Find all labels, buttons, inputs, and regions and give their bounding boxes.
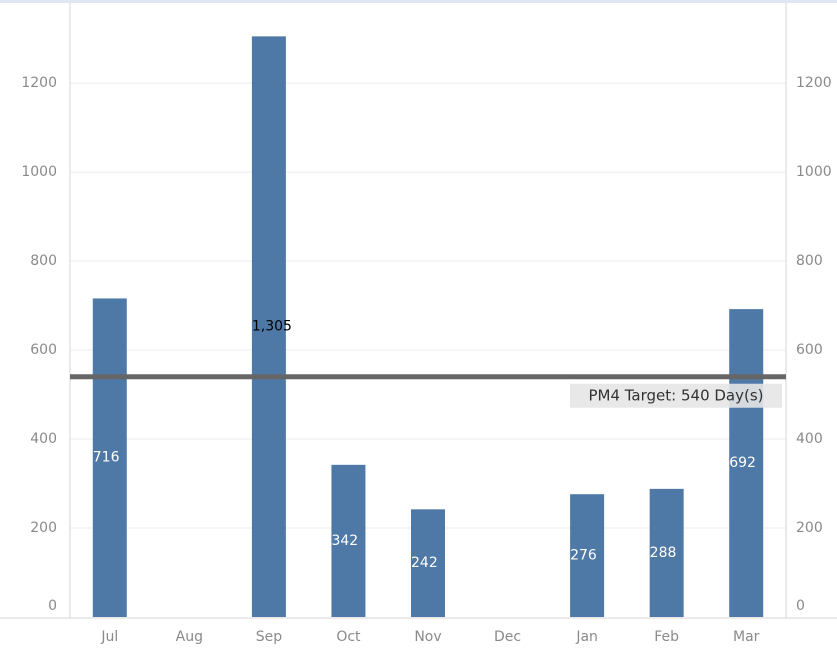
x-tick-label: Mar [733,629,760,645]
bar [92,298,127,617]
value-label: 242 [411,555,438,571]
value-label: 692 [729,455,756,471]
bar [729,309,764,617]
value-label: 716 [93,450,120,466]
x-tick-label: Oct [336,629,361,645]
y-tick-label: 600 [30,342,57,358]
reference-label: PM4 Target: 540 Day(s) [588,387,763,405]
y-tick-label: 1200 [21,75,57,91]
x-tick-label: Feb [654,629,679,645]
x-tick-label: Sep [256,629,283,645]
x-tick-label: Aug [176,629,203,645]
y2-tick-label: 800 [796,253,823,269]
bar [649,488,684,617]
value-label: 288 [650,545,677,561]
y2-tick-label: 0 [796,598,805,614]
y-tick-label: 800 [30,253,57,269]
bar [570,494,605,617]
top-border [0,0,837,3]
bar [331,464,366,617]
y2-tick-label: 200 [796,520,823,536]
y-tick-label: 400 [30,431,57,447]
reference-label-box [570,383,782,408]
y-tick-label: 0 [48,598,57,614]
x-tick-label: Jul [100,629,118,645]
x-tick-label: Dec [494,629,521,645]
bar [411,509,445,617]
y2-tick-label: 1000 [796,164,832,180]
value-label: 1,305 [252,319,292,335]
y2-tick-label: 400 [796,431,823,447]
value-label: 342 [331,533,358,549]
bar [251,36,286,617]
y-tick-label: 200 [30,520,57,536]
value-label: 276 [570,548,597,564]
x-tick-label: Nov [414,629,441,645]
y2-tick-label: 1200 [796,75,832,91]
y2-tick-label: 600 [796,342,823,358]
y-tick-label: 1000 [21,164,57,180]
x-tick-label: Jan [575,629,598,645]
